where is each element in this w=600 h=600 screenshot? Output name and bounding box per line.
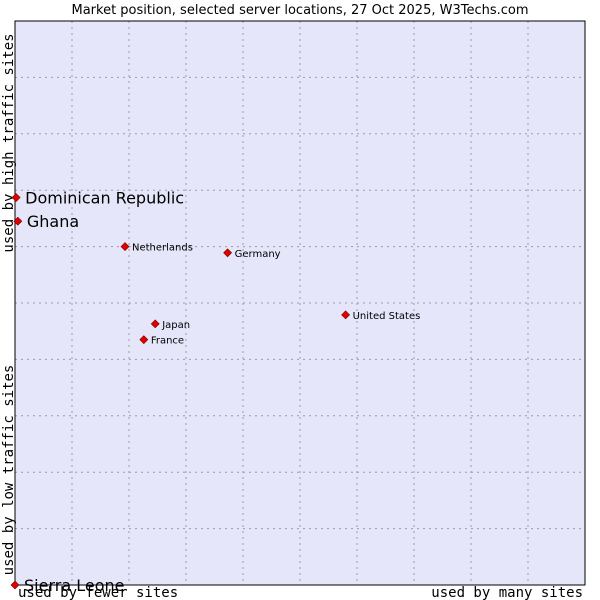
point-marker <box>341 310 351 320</box>
plot-frame <box>14 20 586 586</box>
point-marker <box>10 580 20 590</box>
point-ghana: Ghana <box>13 212 79 231</box>
point-marker <box>223 248 233 258</box>
point-label: United States <box>353 311 421 322</box>
y-axis-label-low: used by low traffic sites <box>1 365 17 576</box>
point-label: Sierra Leone <box>24 576 124 595</box>
point-label: France <box>151 336 184 347</box>
point-dominican-republic: Dominican Republic <box>11 189 184 208</box>
point-japan: Japan <box>150 319 190 331</box>
point-united-states: United States <box>341 310 421 322</box>
point-label: Ghana <box>27 212 79 231</box>
grid-lines <box>15 21 585 585</box>
point-label: Dominican Republic <box>25 189 184 208</box>
point-netherlands: Netherlands <box>120 242 193 254</box>
point-france: France <box>139 335 184 347</box>
point-germany: Germany <box>223 248 281 260</box>
point-marker <box>139 335 149 345</box>
point-marker <box>11 193 21 202</box>
point-label: Netherlands <box>132 243 193 254</box>
point-sierra-leone: Sierra Leone <box>10 576 124 595</box>
chart-title: Market position, selected server locatio… <box>71 3 528 18</box>
point-marker <box>150 319 160 329</box>
data-points: Dominican Republic Ghana Netherlands German… <box>10 189 421 595</box>
x-axis-label-high: used by many sites <box>431 585 583 600</box>
point-label: Japan <box>161 320 190 331</box>
point-marker <box>13 216 23 226</box>
x-axis-label-low: used by fewer sites <box>18 585 178 600</box>
point-marker <box>120 242 130 252</box>
point-label: Germany <box>235 249 281 260</box>
y-axis-label-high: used by high traffic sites <box>1 33 17 252</box>
